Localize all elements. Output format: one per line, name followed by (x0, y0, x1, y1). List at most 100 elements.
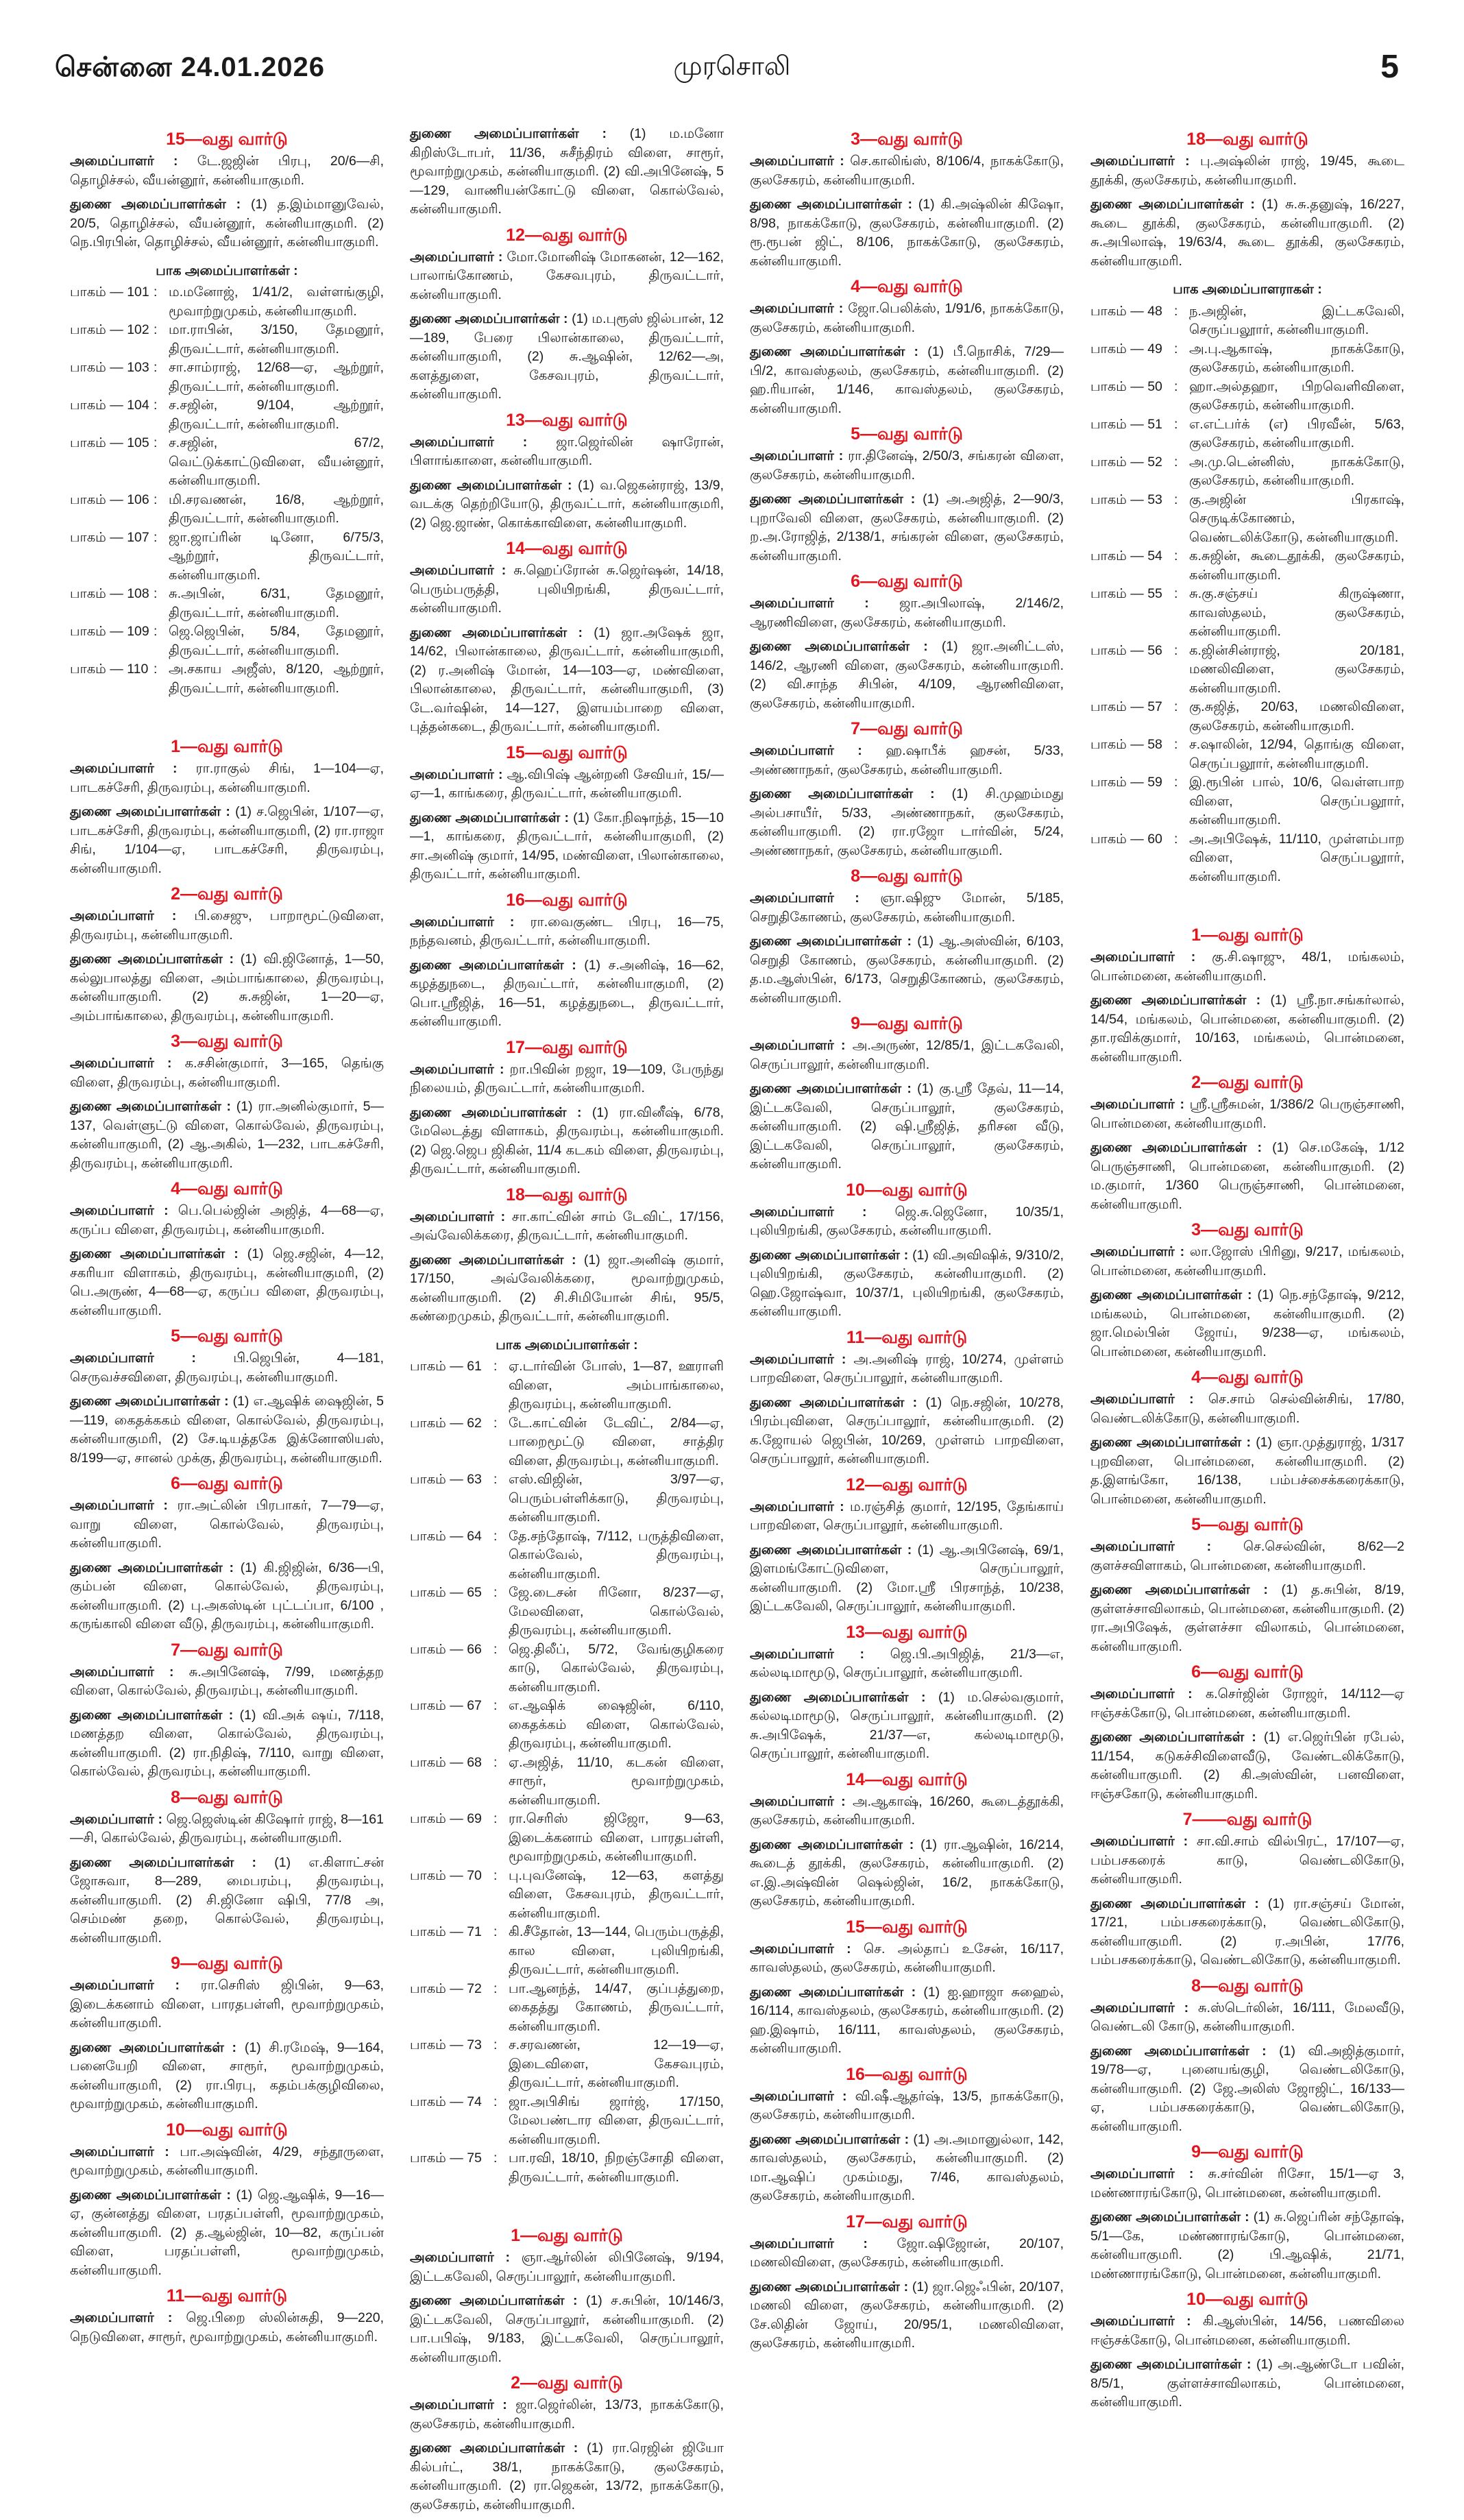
colon: : (493, 1698, 498, 1713)
organizer-entry: அமைப்பாளர் : சு.அபினேஷ், 7/99, மணத்தற வி… (70, 1663, 384, 1701)
deputy-organizers-entry: துணை அமைப்பாளர்கள் : (1) ஜா.அஷேக் ஜா, 14… (410, 624, 724, 737)
organizer-details: அ.ஆகாஷ், 16/260, கூடைத்தூக்கி, குலசேகரம்… (750, 1793, 1064, 1828)
colon: : (493, 1754, 498, 1770)
organizer-entry: அமைப்பாளர் : ஜெ.ஜெஸ்டின் கிஷோர் ராஜ், 8—… (70, 1810, 384, 1848)
ward-section: 14—வது வார்டு அமைப்பாளர் : அ.ஆகாஷ், 16/26… (750, 1769, 1064, 1911)
colon: : (154, 322, 158, 337)
deputy-organizers-entry: துணை அமைப்பாளர்கள் : (1) ஆ.அஸ்வின், 6/10… (750, 932, 1064, 1008)
deputy-organizers-details: (1) வி.ஜினோத், 1—50, கல்லுபாலத்து விளை, … (70, 952, 384, 1023)
deputy-organizers-details: (1) த.இம்மானுவேல், 20/5, தொழிச்சல், வீயன… (70, 197, 384, 250)
deputy-organizers-entry: துணை அமைப்பாளர்கள் : (1) கோ.நிஷாந்த், 15… (410, 809, 724, 884)
organizer-label: அமைப்பாளர் : (750, 1038, 846, 1053)
deputy-organizers-details: (1) வி.அவிஷிக், 9/310/2, புலியிறங்கி, கு… (750, 1247, 1064, 1320)
booth-organizer-details: மா.ராபின், 3/150, தேமனூர், திருவட்டார், … (169, 322, 384, 356)
deputy-organizers-entry: துணை அமைப்பாளர்கள் : (1) வி.அவிஷிக், 9/3… (750, 1246, 1064, 1322)
deputies-label: துணை அமைப்பாளர்கள் : (750, 786, 935, 801)
ward-section: 13—வது வார்டு அமைப்பாளர் : ஜெ.பி.அபிஜித்,… (750, 1622, 1064, 1764)
column-3: 3—வது வார்டு அமைப்பாளர் : செ.காலிங்ஸ், 8/… (750, 125, 1064, 2359)
organizer-entry: அமைப்பாளர் : ஆ.விபிஷ் ஆன்றனி சேவியர், 15… (410, 766, 724, 803)
ward-heading: 8—வது வார்டு (851, 867, 963, 886)
ward-heading: 11—வது வார்டு (846, 1327, 968, 1347)
organizer-label: அமைப்பாளர் : (1090, 154, 1190, 169)
organizer-label: அமைப்பாளர் : (70, 1350, 196, 1366)
colon: : (154, 398, 158, 413)
deputy-organizers-entry: துணை அமைப்பாளர்கள் : (1) ஸ்ரீ.நா.சங்கர்ல… (1090, 991, 1404, 1067)
ward-section: 3—வது வார்டு அமைப்பாளர் : செ.காலிங்ஸ், 8/… (750, 129, 1064, 271)
deputy-organizers-details: (1) எ.கிளாட்சன் ஜோசுவா, 8—289, மைபரம்பு,… (70, 1854, 384, 1946)
organizer-label: அமைப்பாளர் : (1090, 1834, 1188, 1849)
booth-row: பாகம் — 108: சு.அபின், 6/31, தேமனூர், திர… (70, 585, 384, 622)
deputy-organizers-entry: துணை அமைப்பாளர்கள் : (1) சு.ஜெப்ரின் சந்… (1090, 2208, 1404, 2283)
ward-section: 14—வது வார்டு அமைப்பாளர் : சு.ஹெப்ரோன் சு… (410, 538, 724, 737)
deputy-organizers-entry: துணை அமைப்பாளர்கள் : (1) வி.ஜினோத், 1—50… (70, 950, 384, 1026)
deputy-organizers-details: (1) ரா.வினீஷ், 6/78, மேலெடத்து விளாகம், … (410, 1104, 724, 1177)
booth-row: பாகம் — 49: அ.பு.ஆகாஷ், நாகக்கோடு, குலசேக… (1090, 340, 1404, 378)
organizer-label: அமைப்பாளர் : (70, 2310, 173, 2325)
deputies-label: துணை அமைப்பாளர்கள் : (750, 2131, 910, 2147)
deputy-organizers-details: (1) கு.ஸ்ரீ தேவ், 11—14, இட்டகவேலி, செரு… (750, 1081, 1064, 1172)
deputies-label: துணை அமைப்பாளர்கள் : (1090, 2209, 1249, 2225)
booth-number: பாகம் — 72 (410, 1980, 482, 1996)
organizer-label: அமைப்பாளர் : (70, 908, 177, 923)
deputies-label: துணை அமைப்பாளர்கள் : (410, 1104, 582, 1120)
booth-organizer-details: தே.சந்தோஷ், 7/112, பருத்திவிளை, கொல்வேல்… (509, 1528, 724, 1582)
booth-organizer-details: க.சுஜின், கூடைதூக்கி, குலசேகரம், கன்னியா… (1189, 548, 1404, 583)
ward-heading: 12—வது வார்டு (846, 1475, 968, 1494)
organizer-label: அமைப்பாளர் : (70, 1978, 180, 1993)
organizer-entry: அமைப்பாளர் : ஜெ.பி.அபிஜித், 21/3—எ, கல்ல… (750, 1645, 1064, 1683)
ward-heading: 4—வது வார்டு (851, 277, 963, 296)
ward-section: 12—வது வார்டு அமைப்பாளர் : மோ.மோனிஷ் மோகன… (410, 225, 724, 404)
organizer-label: அமைப்பாளர் : (410, 249, 503, 265)
organizer-details: சு.ஹெப்ரோன் சு.ஜெர்ஷன், 14/18, பெரும்பரு… (410, 563, 724, 616)
ward-heading: 14—வது வார்டு (846, 1769, 968, 1789)
organizer-label: அமைப்பாளர் : (750, 154, 844, 169)
organizer-details: ரா.தினேஷ், 2/50/3, சங்கரன் விளை, குலசேகர… (750, 448, 1064, 483)
booth-number: பாகம் — 54 (1090, 548, 1162, 564)
ward-section: 5—வது வார்டு அமைப்பாளர் : ரா.தினேஷ், 2/50… (750, 424, 1064, 566)
booth-number: பாகம் — 63 (410, 1472, 482, 1487)
organizer-entry: அமைப்பாளர் : கி.ஆஸ்பின், 14/56, பணவிலை ஈ… (1090, 2312, 1404, 2350)
booth-section-heading: பாக அமைப்பாளராகள் : (1173, 282, 1322, 297)
deputy-organizers-details: (1) எ.ஜெர்பின் ரபேல், 11/154, கடுகச்சிவி… (1090, 1730, 1404, 1802)
organizer-details: செ.காலிங்ஸ், 8/106/4, நாகக்கோடு, குலசேகர… (750, 154, 1064, 188)
booth-organizer-details: கி.சீதோன், 13—144, பெரும்பருத்தி, கால வி… (509, 1924, 724, 1977)
column-1: 15—வது வார்டு அமைப்பாளர் : டே.ஜஜின் பிரபு… (70, 125, 384, 2352)
ward-heading: 10—வது வார்டு (1186, 2290, 1308, 2309)
booth-row: பாகம் — 65: ஜே.டைசன் ரினோ, 8/237—ஏ, மேலவி… (410, 1584, 724, 1640)
deputies-label: துணை அமைப்பாளர்கள் : (70, 1099, 232, 1114)
colon: : (493, 1924, 498, 1939)
organizer-entry: அமைப்பாளர் : செ.சாம் செல்வின்சிங், 17/80… (1090, 1390, 1404, 1428)
booth-number: பாகம் — 58 (1090, 737, 1162, 752)
ward-section: 4—வது வார்டு அமைப்பாளர் : செ.சாம் செல்வின… (1090, 1367, 1404, 1509)
booth-number: பாகம் — 73 (410, 2037, 482, 2052)
ward-section: 9—வது வார்டு அமைப்பாளர் : அ.அருண், 12/85/… (750, 1013, 1064, 1174)
organizer-label: அமைப்பாளர் : (70, 1498, 168, 1513)
deputy-organizers-entry: துணை அமைப்பாளர்கள் : (1) ஆ.அபினேஷ், 69/1… (750, 1541, 1064, 1616)
deputies-label: துணை அமைப்பாளர்கள் : (1090, 2043, 1267, 2059)
organizer-details: ஆ.விபிஷ் ஆன்றனி சேவியர், 15/—ஏ—1, காங்கர… (410, 766, 724, 801)
deputy-organizers-entry: துணை அமைப்பாளர்கள் : (1) ம.மனோ கிறிஸ்டோப… (410, 125, 724, 219)
ward-heading: 2—வது வார்டு (1191, 1073, 1304, 1092)
ward-section: 7—வது வார்டு அமைப்பாளர் : ஹ.ஷாபீக் ஹசன், … (750, 718, 1064, 860)
deputies-label: துணை அமைப்பாளர்கள் : (750, 1837, 914, 1852)
ward-heading: 14—வது வார்டு (506, 539, 628, 558)
deputy-organizers-entry: துணை அமைப்பாளர்கள் : (1) பீ.நொசிக், 7/29… (750, 343, 1064, 418)
ward-section: 7—வது வார்டு அமைப்பாளர் : சு.அபினேஷ், 7/9… (70, 1640, 384, 1782)
deputy-organizers-entry: துணை அமைப்பாளர்கள் : (1) நெ.சஜின், 10/27… (750, 1394, 1064, 1469)
organizer-label: அமைப்பாளர் : (750, 1499, 844, 1514)
organizer-details: அ.அனிஷ் ராஜ், 10/274, முள்ளம் பாறவிளை, ச… (750, 1351, 1064, 1386)
booth-row: பாகம் — 57: கு.சுஜித், 20/63, மணலிவிளை, க… (1090, 698, 1404, 736)
organizer-label: அமைப்பாளர் : (750, 448, 844, 463)
colon: : (1174, 642, 1178, 658)
organizer-label: அமைப்பாளர் : (750, 1793, 846, 1809)
organizer-details: ஸ்ரீ.ஸ்ரீசுமன், 1/386/2 பெருஞ்சாணி, பொன்… (1090, 1097, 1404, 1131)
column-4: 18—வது வார்டு அமைப்பாளர் : பு.அஷ்லின் ராஜ… (1090, 125, 1404, 2418)
ward-section: 15—வது வார்டு அமைப்பாளர் : ஆ.விபிஷ் ஆன்றன… (410, 742, 724, 884)
colon: : (154, 662, 158, 677)
ward-section: 5—வது வார்டு அமைப்பாளர் : செ.செல்வின், 8/… (1090, 1514, 1404, 1656)
booth-number: பாகம் — 71 (410, 1924, 482, 1939)
ward-section: 8—வது வார்டு அமைப்பாளர் : ஞா.ஷிஜு மோன், 5… (750, 866, 1064, 1008)
booth-organizer-details: அ.மு.டென்னிஸ், நாகக்கோடு, குலசேகரம், கன்… (1189, 454, 1404, 489)
colon: : (493, 2094, 498, 2109)
colon: : (154, 529, 158, 545)
